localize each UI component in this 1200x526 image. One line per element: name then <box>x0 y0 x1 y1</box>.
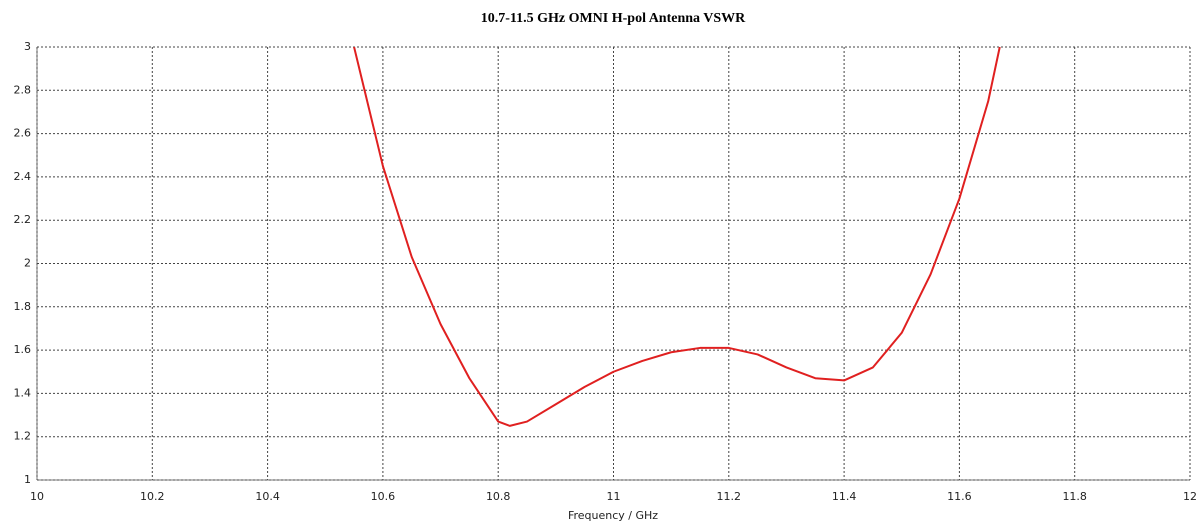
x-tick-label: 11.6 <box>947 490 972 503</box>
x-tick-label: 10.2 <box>140 490 165 503</box>
x-tick-label: 10.8 <box>486 490 511 503</box>
y-tick-label: 2 <box>24 257 31 270</box>
y-tick-label: 1 <box>24 473 31 486</box>
x-axis-label: Frequency / GHz <box>568 509 658 522</box>
x-tick-label: 11 <box>607 490 621 503</box>
x-tick-label: 10.4 <box>255 490 280 503</box>
x-tick-label: 11.4 <box>832 490 857 503</box>
y-tick-label: 2.2 <box>14 213 32 226</box>
y-tick-label: 1.6 <box>14 343 32 356</box>
x-tick-label: 12 <box>1183 490 1197 503</box>
chart-title: 10.7-11.5 GHz OMNI H-pol Antenna VSWR <box>481 11 746 26</box>
x-tick-label: 10 <box>30 490 44 503</box>
y-tick-label: 1.2 <box>14 430 32 443</box>
y-tick-label: 3 <box>24 40 31 53</box>
x-tick-label: 11.8 <box>1062 490 1087 503</box>
y-tick-label: 2.8 <box>14 83 32 96</box>
y-tick-label: 2.6 <box>14 127 32 140</box>
x-tick-label: 11.2 <box>717 490 742 503</box>
x-tick-label: 10.6 <box>371 490 396 503</box>
data-line <box>353 47 1001 427</box>
y-tick-label: 1.8 <box>14 300 32 313</box>
y-tick-label: 2.4 <box>14 170 32 183</box>
y-tick-label: 1.4 <box>14 386 32 399</box>
